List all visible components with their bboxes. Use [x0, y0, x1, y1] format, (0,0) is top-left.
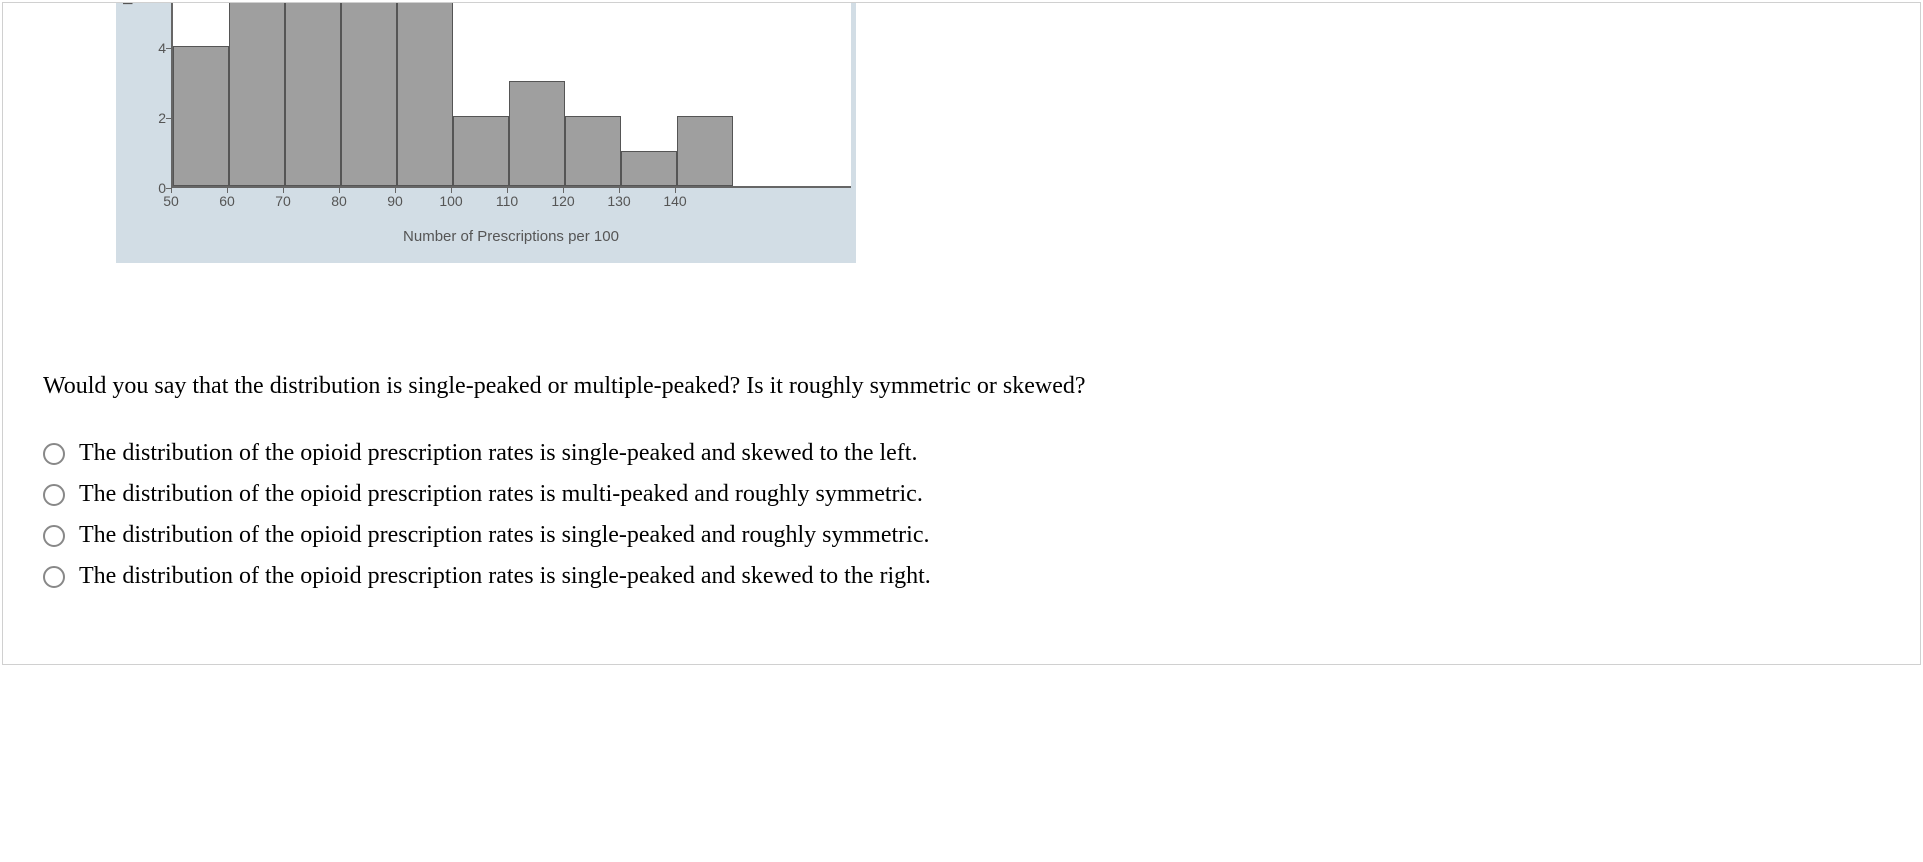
radio-button[interactable] [43, 443, 65, 465]
y-tick-mark [166, 118, 171, 119]
x-tick-label: 100 [439, 193, 462, 209]
x-tick-mark [283, 188, 284, 193]
y-axis-label-fragment: F [119, 3, 135, 5]
x-tick-mark [171, 188, 172, 193]
histogram-bar [509, 81, 565, 186]
options-list: The distribution of the opioid prescript… [43, 440, 1880, 590]
question-prompt: Would you say that the distribution is s… [43, 373, 1880, 400]
x-tick-mark [563, 188, 564, 193]
radio-button[interactable] [43, 566, 65, 588]
histogram-bar [397, 3, 453, 186]
x-tick-label: 80 [331, 193, 347, 209]
y-tick-label: 2 [136, 110, 166, 126]
histogram-chart: F Number of Prescriptions per 100 0 2 4 50 6… [116, 3, 856, 263]
x-tick-label: 70 [275, 193, 291, 209]
plot-area [171, 3, 851, 188]
option-label: The distribution of the opioid prescript… [79, 563, 931, 590]
y-tick-mark [166, 48, 171, 49]
x-tick-mark [507, 188, 508, 193]
option-row[interactable]: The distribution of the opioid prescript… [43, 440, 1880, 467]
option-label: The distribution of the opioid prescript… [79, 481, 923, 508]
x-tick-mark [395, 188, 396, 193]
option-row[interactable]: The distribution of the opioid prescript… [43, 522, 1880, 549]
option-label: The distribution of the opioid prescript… [79, 522, 929, 549]
histogram-bar [621, 151, 677, 186]
histogram-bar [453, 116, 509, 186]
option-label: The distribution of the opioid prescript… [79, 440, 917, 467]
question-section: Would you say that the distribution is s… [3, 263, 1920, 664]
radio-button[interactable] [43, 484, 65, 506]
x-tick-mark [339, 188, 340, 193]
option-row[interactable]: The distribution of the opioid prescript… [43, 481, 1880, 508]
radio-button[interactable] [43, 525, 65, 547]
histogram-bar [565, 116, 621, 186]
x-tick-label: 110 [496, 193, 518, 209]
x-tick-mark [675, 188, 676, 193]
x-tick-label: 120 [551, 193, 574, 209]
histogram-bar [229, 3, 285, 186]
x-tick-label: 90 [387, 193, 403, 209]
x-tick-label: 50 [163, 193, 179, 209]
x-tick-label: 60 [219, 193, 235, 209]
histogram-bar [173, 46, 229, 186]
y-tick-label: 0 [136, 180, 166, 196]
x-tick-label: 130 [607, 193, 630, 209]
histogram-bar [285, 3, 341, 186]
x-axis-label: Number of Prescriptions per 100 [171, 228, 851, 245]
x-tick-label: 140 [663, 193, 686, 209]
question-card: F Number of Prescriptions per 100 0 2 4 50 6… [2, 2, 1921, 665]
option-row[interactable]: The distribution of the opioid prescript… [43, 563, 1880, 590]
x-tick-mark [227, 188, 228, 193]
y-tick-label: 4 [136, 40, 166, 56]
histogram-bar [677, 116, 733, 186]
x-tick-mark [619, 188, 620, 193]
x-tick-mark [451, 188, 452, 193]
histogram-bar [341, 3, 397, 186]
